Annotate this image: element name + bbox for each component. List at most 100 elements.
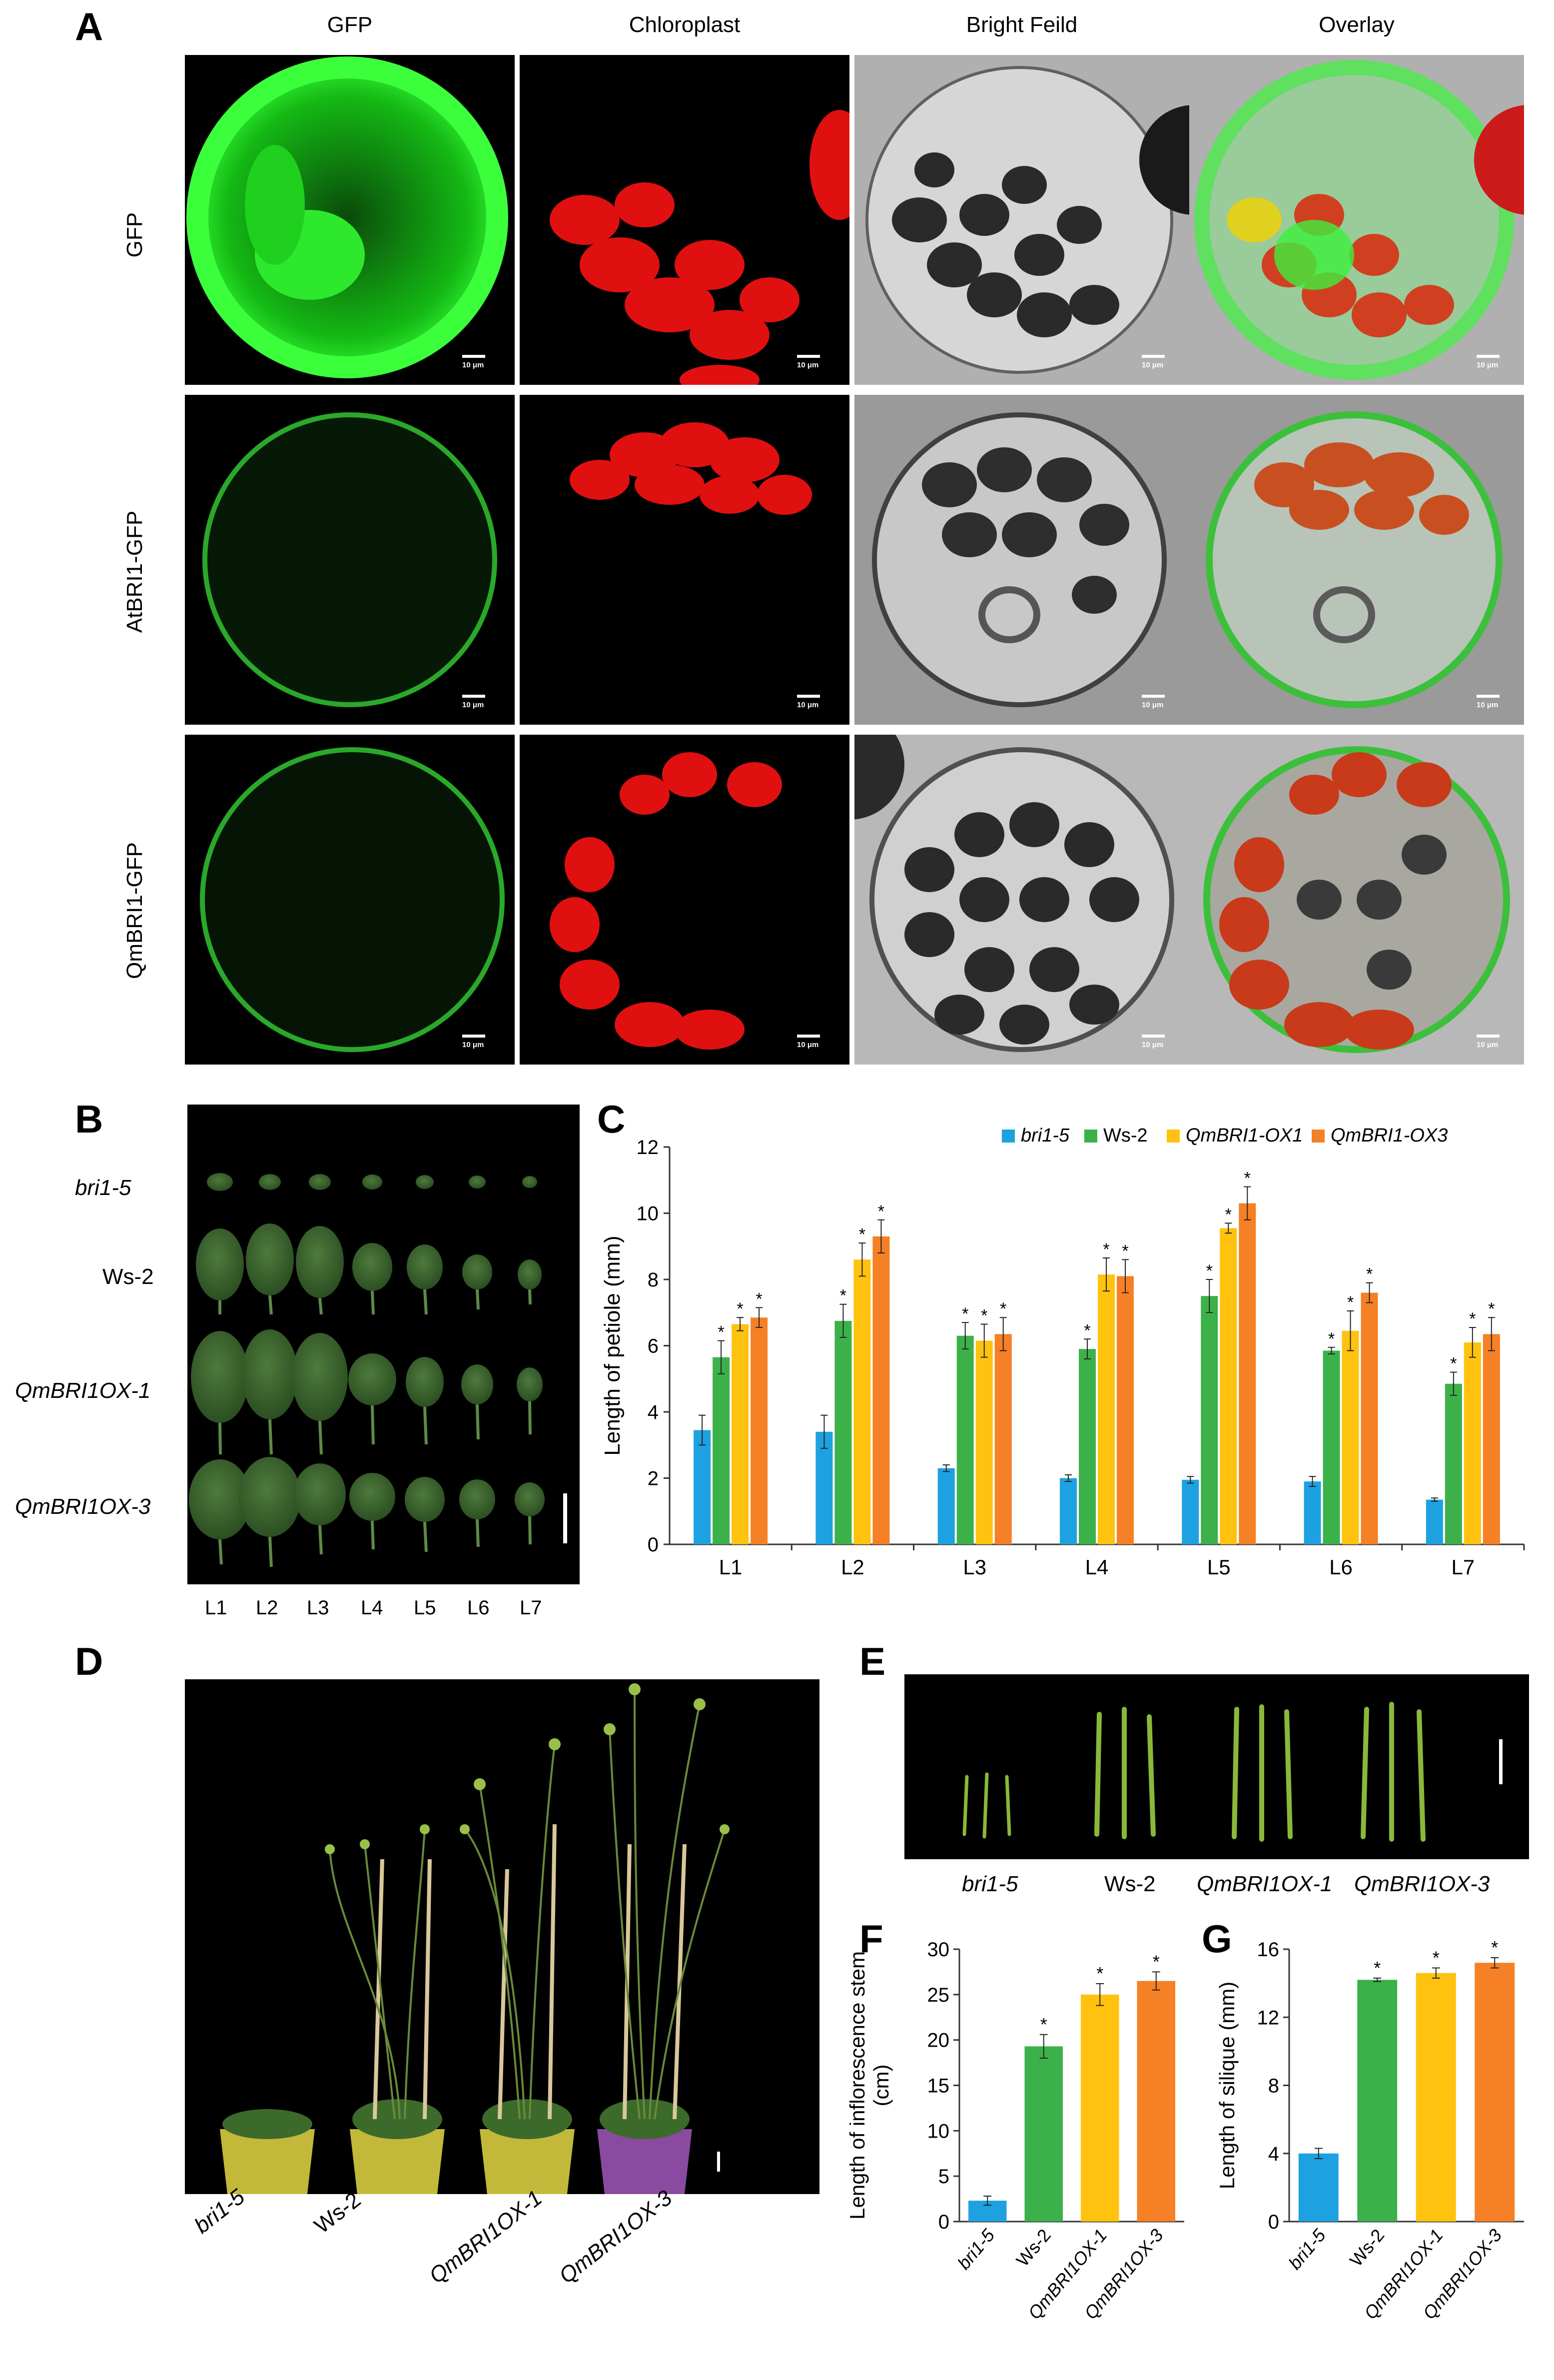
significance-mark: * [1153,1951,1160,1972]
row-label-qmbri1-gfp: QmBRI1-GFP [122,842,147,979]
y-tick-label: 15 [927,2075,950,2097]
bar [1060,1478,1077,1544]
y-tick-label: 5 [938,2166,949,2188]
significance-mark: * [1469,1309,1476,1328]
scale-bar [1477,695,1500,698]
bar [1098,1274,1115,1544]
micro-qmbri1-bright-field [854,735,1189,1065]
bar [815,1431,833,1544]
scale-bar-label: 10 μm [797,1041,819,1049]
scale-bar [1142,695,1165,698]
plant-label-qmbri1ox-3: QmBRI1OX-3 [555,2185,677,2289]
bar [1416,1973,1456,2222]
bar [1137,1981,1175,2222]
bar [994,1334,1012,1544]
silique-photo [904,1674,1529,1859]
bar [1464,1342,1481,1544]
bar [1220,1228,1237,1544]
panel-label-e: E [859,1639,886,1683]
bar [1445,1383,1462,1544]
scale-bar-label: 10 μm [1142,361,1164,369]
scale-bar [1142,1035,1165,1038]
leaf-label-l2: L2 [256,1597,278,1619]
leaf-label-l7: L7 [520,1597,542,1619]
legend-swatch [1002,1130,1015,1143]
col-label-bright-field: Bright Feild [966,12,1078,37]
scale-bar [462,1035,485,1038]
y-tick-label: 10 [927,2120,950,2142]
y-tick-label: 8 [648,1269,659,1291]
legend-label: QmBRI1-OX3 [1331,1125,1448,1146]
scale-bar [462,695,485,698]
bar [872,1236,890,1544]
significance-mark: * [1096,1963,1103,1984]
micro-qmbri1-gfp [185,735,515,1065]
y-tick-label: 6 [648,1335,659,1357]
bar [1201,1296,1218,1544]
bar [751,1317,768,1544]
significance-mark: * [1491,1937,1498,1958]
legend-label: bri1-5 [1021,1125,1070,1146]
significance-mark: * [1328,1329,1335,1348]
scale-bar-label: 10 μm [462,361,484,369]
scale-bar [1499,1739,1503,1784]
leaf-label-l5: L5 [414,1597,436,1619]
x-tick-label: Ws-2 [1012,2225,1054,2271]
leaf-label-l3: L3 [307,1597,329,1619]
x-tick-label: L7 [1451,1555,1475,1579]
x-tick-label: Ws-2 [1346,2225,1388,2271]
leaf-label-l1: L1 [205,1597,227,1619]
x-tick-label: bri1-5 [1284,2225,1330,2274]
y-axis-label: Length of inflorescence stem [849,1951,869,2220]
panel-label-c: C [597,1097,626,1141]
y-tick-label: 25 [927,1984,950,2006]
silique-bar-chart: 0 4 8 12 16 Length of silique (mm) bri1-5 * Ws-2… [1215,1937,1524,2323]
plant-label-ws-2: Ws-2 [310,2187,366,2239]
bar [1304,1481,1321,1544]
significance-mark: * [1366,1265,1373,1284]
scale-bar [462,355,485,358]
significance-mark: * [737,1299,744,1318]
panel-b-row-label-bri1-5: bri1-5 [75,1176,131,1200]
bar [713,1357,730,1544]
petiole-bar-chart: 0 2 4 6 8 10 12 Length of petiole (mm) L1 * * * L2 * *… [600,1125,1525,1579]
micro-qmbri1-chloroplast [520,735,849,1065]
scale-bar [1142,355,1165,358]
y-tick-label: 4 [1268,2143,1279,2165]
panel-b-row-label-qmbri1ox-1: QmBRI1OX-1 [15,1378,151,1403]
y-tick-label: 12 [637,1137,659,1159]
bar [1323,1350,1340,1544]
scale-bar-label: 10 μm [462,701,484,709]
bar [853,1259,871,1544]
significance-mark: * [1347,1293,1354,1312]
panel-label-d: D [75,1639,103,1683]
leaf-label-l4: L4 [361,1597,383,1619]
bar [1357,1980,1398,2222]
silique-label-ws-2: Ws-2 [1104,1872,1156,1896]
significance-mark: * [1244,1169,1251,1188]
significance-mark: * [981,1306,987,1325]
legend-label: Ws-2 [1103,1125,1148,1146]
bar [1117,1276,1134,1544]
silique-label-bri1-5: bri1-5 [962,1872,1018,1896]
panel-label-b: B [75,1097,103,1141]
legend-swatch [1312,1130,1325,1143]
scale-bar [797,695,820,698]
bar [1426,1499,1443,1544]
significance-mark: * [878,1202,884,1221]
significance-mark: * [1206,1261,1213,1280]
row-label-atbri1-gfp: AtBRI1-GFP [122,510,147,633]
x-tick-label: L2 [841,1555,864,1579]
bar [1475,1963,1515,2222]
micro-atbri1-overlay [1189,395,1524,725]
significance-mark: * [962,1304,968,1323]
y-axis-label: (cm) [869,2065,893,2107]
significance-mark: * [756,1289,763,1308]
bar [1182,1479,1199,1544]
y-tick-label: 0 [938,2211,949,2233]
col-label-chloroplast: Chloroplast [629,12,741,37]
significance-mark: * [1000,1299,1006,1318]
scale-bar-label: 10 μm [1477,1041,1499,1049]
y-tick-label: 8 [1268,2075,1279,2097]
scale-bar-label: 10 μm [1477,361,1499,369]
